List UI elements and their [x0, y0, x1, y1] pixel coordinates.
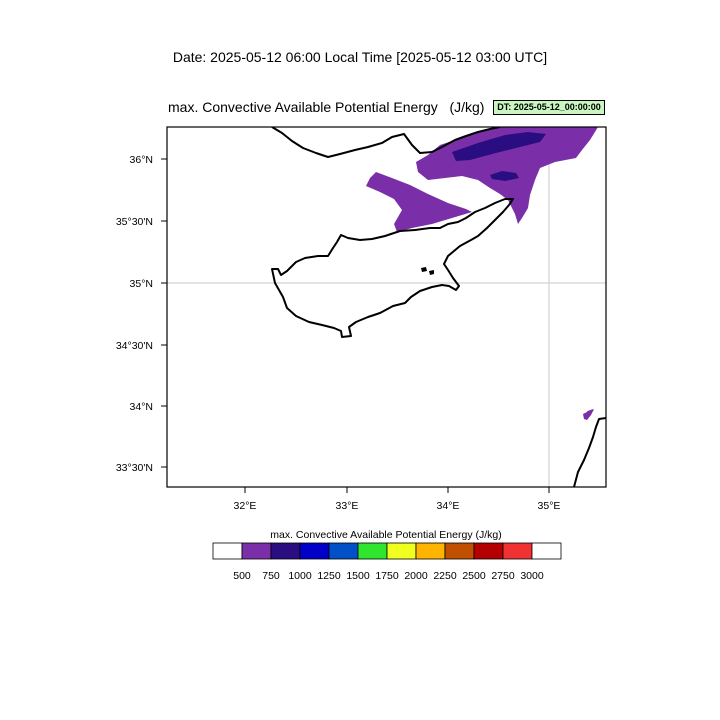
lat-label-36n: 36°N	[130, 154, 153, 166]
colorbar-box	[328, 542, 359, 560]
lon-label-33e: 33°E	[336, 500, 359, 512]
lat-label-33-30n: 33°30'N	[116, 462, 153, 474]
colorbar-box	[444, 542, 475, 560]
lat-label-35n: 35°N	[130, 278, 153, 290]
coastline-cyprus	[271, 198, 514, 338]
islet-2	[429, 270, 434, 275]
colorbar-label: 750	[262, 570, 280, 582]
colorbar-label: 2250	[433, 570, 457, 582]
lon-label-32e: 32°E	[234, 500, 257, 512]
colorbar-box	[270, 542, 301, 560]
colorbar-box	[415, 542, 446, 560]
legend-title: max. Convective Available Potential Ener…	[270, 529, 502, 541]
colorbar-box	[386, 542, 417, 560]
colorbar-label: 1250	[317, 570, 341, 582]
colorbar-box	[473, 542, 504, 560]
colorbar-box	[531, 542, 562, 560]
colorbar-label: 2750	[491, 570, 515, 582]
coastline-turkey	[271, 127, 501, 158]
page-title: Date: 2025-05-12 06:00 Local Time [2025-…	[172, 49, 548, 65]
islet-1	[421, 267, 427, 272]
dt-badge: DT: 2025-05-12_00:00:00	[493, 100, 605, 115]
colorbar-label: 1500	[346, 570, 370, 582]
map-title: max. Convective Available Potential Ener…	[168, 99, 485, 115]
colorbar-label: 1000	[288, 570, 312, 582]
lon-label-35e: 35°E	[538, 500, 561, 512]
cape-area-purple-west	[366, 172, 472, 232]
colorbar-label: 2000	[404, 570, 428, 582]
map-frame	[166, 126, 607, 488]
colorbar-box	[299, 542, 330, 560]
coastline-levant-mark	[584, 409, 594, 420]
colorbar-box	[502, 542, 533, 560]
colorbar-box	[212, 542, 243, 560]
colorbar-label: 3000	[520, 570, 544, 582]
colorbar-label: 2500	[462, 570, 486, 582]
lat-label-35-30n: 35°30'N	[116, 216, 153, 228]
cape-area-dark-small	[490, 171, 519, 181]
cape-area-dark-core	[452, 132, 546, 161]
colorbar-label: 1750	[375, 570, 399, 582]
lat-label-34-30n: 34°30'N	[116, 340, 153, 352]
colorbar-label: 500	[233, 570, 251, 582]
lat-ticks	[161, 158, 167, 468]
lon-ticks	[244, 487, 550, 493]
coastline-levant	[573, 417, 606, 487]
colorbar-boxes	[212, 542, 562, 560]
lat-label-34n: 34°N	[130, 401, 153, 413]
colorbar-box	[357, 542, 388, 560]
lon-label-34e: 34°E	[437, 500, 460, 512]
colorbar-box	[241, 542, 272, 560]
colorbar-labels: 500 750 1000 1250 1500 1750 2000 2250 2500 2750 30…	[233, 570, 544, 582]
